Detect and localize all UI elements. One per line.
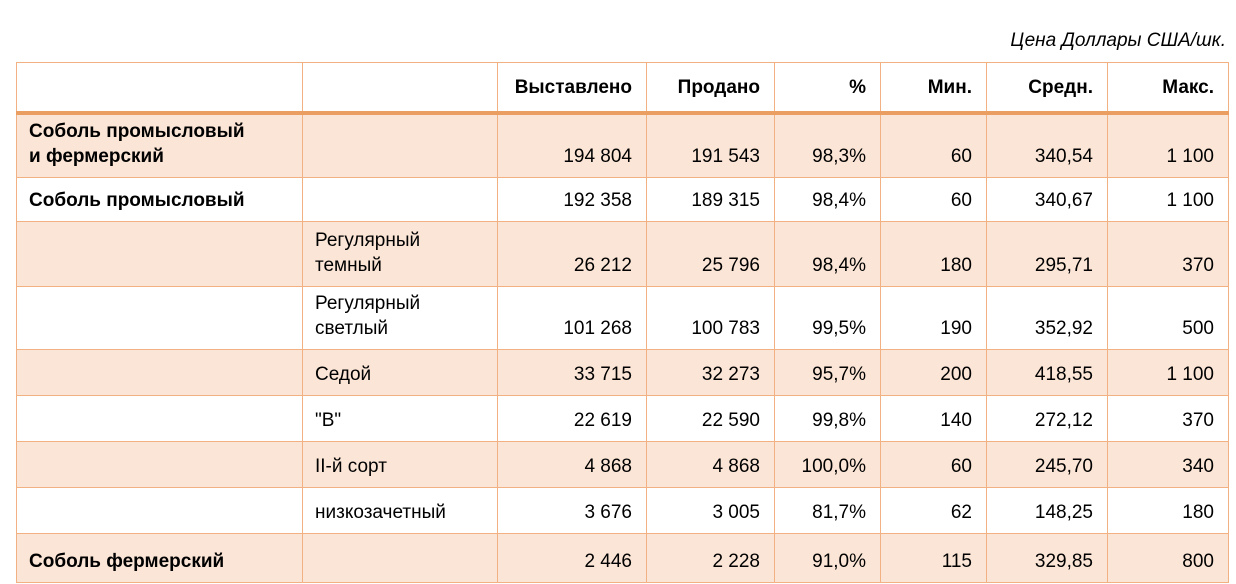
header-offered: Выставлено <box>497 62 647 115</box>
table-row: Регулярный темный 26 212 25 796 98,4% 180 295… <box>16 220 1229 287</box>
auction-results-table: Выставлено Продано % Мин. Средн. Макс. С… <box>16 62 1229 583</box>
cell-offered: 192 358 <box>497 176 647 222</box>
cell-sold: 4 868 <box>646 440 775 488</box>
cell-subcategory: Регулярный светлый <box>302 285 498 350</box>
cell-percent: 99,5% <box>774 285 881 350</box>
header-subcategory <box>302 62 498 115</box>
cell-category <box>16 440 303 488</box>
table-row: Седой 33 715 32 273 95,7% 200 418,55 1 100 <box>16 348 1229 396</box>
cell-category <box>16 220 303 287</box>
table-row: Соболь промысловый и фермерский 194 804 19… <box>16 112 1229 178</box>
cell-sold: 22 590 <box>646 394 775 442</box>
header-sold: Продано <box>646 62 775 115</box>
table-row: II-й сорт 4 868 4 868 100,0% 60 245,70 340 <box>16 440 1229 488</box>
cell-avg: 340,67 <box>986 176 1108 222</box>
cell-subcategory: "В" <box>302 394 498 442</box>
cell-subcategory: Седой <box>302 348 498 396</box>
cell-avg: 418,55 <box>986 348 1108 396</box>
cell-min: 60 <box>880 440 987 488</box>
cell-percent: 98,4% <box>774 176 881 222</box>
cell-percent: 99,8% <box>774 394 881 442</box>
header-category <box>16 62 303 115</box>
cell-subcategory <box>302 176 498 222</box>
cell-min: 140 <box>880 394 987 442</box>
cell-category: Соболь промысловый и фермерский <box>16 112 303 178</box>
cell-subcategory: низкозачетный <box>302 486 498 534</box>
cell-avg: 340,54 <box>986 112 1108 178</box>
cell-min: 60 <box>880 176 987 222</box>
cell-avg: 272,12 <box>986 394 1108 442</box>
cell-sold: 25 796 <box>646 220 775 287</box>
cell-max: 370 <box>1107 394 1229 442</box>
cell-max: 370 <box>1107 220 1229 287</box>
cell-subcategory <box>302 112 498 178</box>
cell-percent: 91,0% <box>774 532 881 583</box>
cell-sold: 3 005 <box>646 486 775 534</box>
cell-max: 800 <box>1107 532 1229 583</box>
cell-sold: 191 543 <box>646 112 775 178</box>
cell-percent: 100,0% <box>774 440 881 488</box>
cell-max: 180 <box>1107 486 1229 534</box>
cell-percent: 98,4% <box>774 220 881 287</box>
cell-min: 200 <box>880 348 987 396</box>
header-percent: % <box>774 62 881 115</box>
cell-sold: 2 228 <box>646 532 775 583</box>
table-body: Соболь промысловый и фермерский 194 804 19… <box>16 112 1229 583</box>
cell-percent: 81,7% <box>774 486 881 534</box>
cell-category <box>16 394 303 442</box>
cell-percent: 98,3% <box>774 112 881 178</box>
cell-avg: 352,92 <box>986 285 1108 350</box>
cell-subcategory: Регулярный темный <box>302 220 498 287</box>
cell-min: 190 <box>880 285 987 350</box>
cell-avg: 148,25 <box>986 486 1108 534</box>
cell-max: 1 100 <box>1107 112 1229 178</box>
table-row: "В" 22 619 22 590 99,8% 140 272,12 370 <box>16 394 1229 442</box>
cell-percent: 95,7% <box>774 348 881 396</box>
cell-sold: 100 783 <box>646 285 775 350</box>
cell-max: 340 <box>1107 440 1229 488</box>
cell-offered: 22 619 <box>497 394 647 442</box>
cell-max: 1 100 <box>1107 176 1229 222</box>
table-row: Регулярный светлый 101 268 100 783 99,5% 190… <box>16 285 1229 350</box>
cell-sold: 189 315 <box>646 176 775 222</box>
cell-min: 62 <box>880 486 987 534</box>
cell-category <box>16 285 303 350</box>
cell-sold: 32 273 <box>646 348 775 396</box>
cell-min: 60 <box>880 112 987 178</box>
header-row: Выставлено Продано % Мин. Средн. Макс. <box>16 62 1229 115</box>
cell-offered: 26 212 <box>497 220 647 287</box>
cell-offered: 4 868 <box>497 440 647 488</box>
cell-offered: 101 268 <box>497 285 647 350</box>
table-row: Соболь фермерский 2 446 2 228 91,0% 115 329,8… <box>16 532 1229 583</box>
cell-subcategory: II-й сорт <box>302 440 498 488</box>
cell-offered: 2 446 <box>497 532 647 583</box>
cell-avg: 329,85 <box>986 532 1108 583</box>
cell-category: Соболь фермерский <box>16 532 303 583</box>
cell-category: Соболь промысловый <box>16 176 303 222</box>
cell-offered: 3 676 <box>497 486 647 534</box>
cell-category <box>16 348 303 396</box>
cell-avg: 295,71 <box>986 220 1108 287</box>
cell-min: 115 <box>880 532 987 583</box>
header-max: Макс. <box>1107 62 1229 115</box>
cell-category <box>16 486 303 534</box>
cell-offered: 194 804 <box>497 112 647 178</box>
cell-min: 180 <box>880 220 987 287</box>
price-unit-title: Цена Доллары США/шк. <box>1010 30 1226 51</box>
header-avg: Средн. <box>986 62 1108 115</box>
table-row: низкозачетный 3 676 3 005 81,7% 62 148,25 180 <box>16 486 1229 534</box>
cell-avg: 245,70 <box>986 440 1108 488</box>
cell-subcategory <box>302 532 498 583</box>
table-row: Соболь промысловый 192 358 189 315 98,4% 60 3… <box>16 176 1229 222</box>
cell-max: 1 100 <box>1107 348 1229 396</box>
cell-offered: 33 715 <box>497 348 647 396</box>
header-min: Мин. <box>880 62 987 115</box>
cell-max: 500 <box>1107 285 1229 350</box>
